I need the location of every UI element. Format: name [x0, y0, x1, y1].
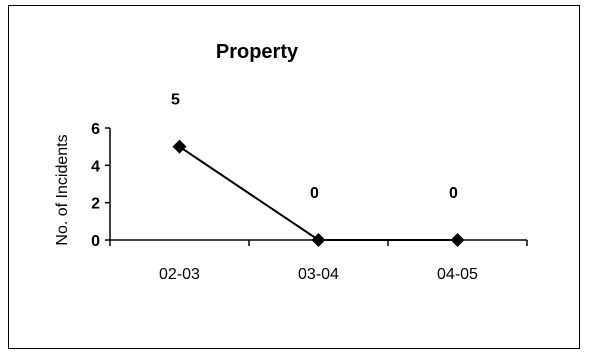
data-point-marker — [172, 139, 187, 154]
x-tick-label: 03-04 — [298, 266, 339, 283]
data-point-marker — [311, 233, 326, 247]
y-axis-label: No. of Incidents — [54, 134, 71, 245]
y-tick-label: 4 — [91, 158, 100, 175]
chart-title: Property — [216, 41, 299, 63]
y-tick-label: 0 — [91, 233, 100, 250]
y-tick-label: 6 — [91, 121, 100, 138]
data-point-marker — [450, 233, 465, 247]
x-tick-label: 02-03 — [159, 266, 200, 283]
data-label: 0 — [449, 185, 458, 202]
chart-frame — [8, 5, 580, 349]
data-label: 0 — [310, 185, 319, 202]
x-tick-label: 04-05 — [437, 266, 478, 283]
data-label: 5 — [171, 92, 180, 109]
y-tick-label: 2 — [91, 196, 100, 213]
